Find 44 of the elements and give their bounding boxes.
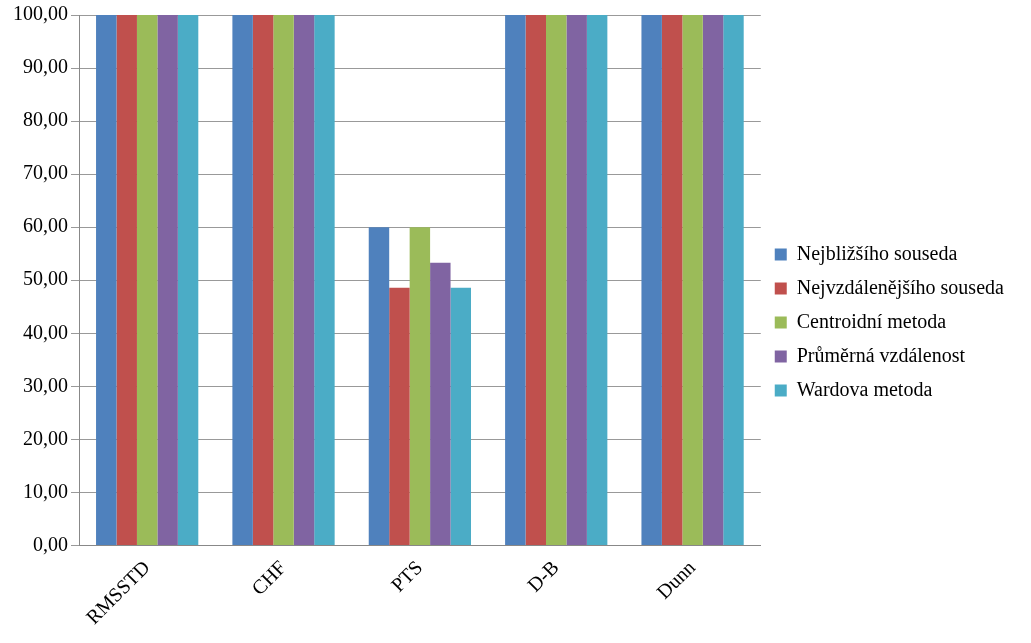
bar (368, 227, 390, 545)
bar (116, 15, 137, 545)
bar (661, 15, 683, 545)
bar (273, 15, 294, 545)
bar (293, 15, 315, 545)
bar (232, 15, 253, 545)
bar (157, 15, 178, 545)
bar (96, 15, 117, 545)
bar (566, 15, 587, 545)
y-tick-label: 90,00 (23, 55, 68, 78)
y-tick-label: 40,00 (23, 320, 68, 343)
legend-label: Centroidní metoda (796, 309, 947, 332)
bar (723, 15, 744, 545)
bar (525, 15, 546, 545)
y-tick-label: 20,00 (23, 426, 68, 449)
bar (430, 262, 451, 545)
legend-label: Průměrná vzdálenost (796, 343, 966, 366)
bar (314, 15, 335, 545)
bar (505, 15, 526, 545)
x-tick-label: CHF (247, 555, 291, 599)
y-tick-label: 70,00 (23, 161, 68, 184)
bar (450, 287, 472, 545)
bar (586, 15, 608, 545)
bar (641, 15, 662, 545)
bar (682, 15, 703, 545)
legend-label: Wardova metoda (796, 377, 933, 400)
x-tick-label: PTS (386, 555, 427, 596)
bar (136, 15, 158, 545)
y-tick-label: 30,00 (23, 373, 68, 396)
y-tick-label: 0,00 (33, 532, 68, 555)
y-tick-label: 60,00 (23, 214, 68, 237)
bar (702, 15, 724, 545)
legend-label: Nejvzdálenějšího souseda (796, 275, 1005, 299)
bar (389, 287, 410, 545)
bar (177, 15, 199, 545)
bar (546, 15, 567, 545)
y-tick-label: 100,00 (13, 2, 68, 25)
y-tick-label: 80,00 (23, 108, 68, 131)
bar (409, 227, 431, 545)
legend-label: Nejbližšího souseda (796, 241, 958, 265)
y-tick-label: 50,00 (23, 267, 68, 290)
y-tick-label: 10,00 (23, 479, 68, 502)
bar (252, 15, 274, 545)
x-tick-label: D-B (522, 555, 563, 596)
